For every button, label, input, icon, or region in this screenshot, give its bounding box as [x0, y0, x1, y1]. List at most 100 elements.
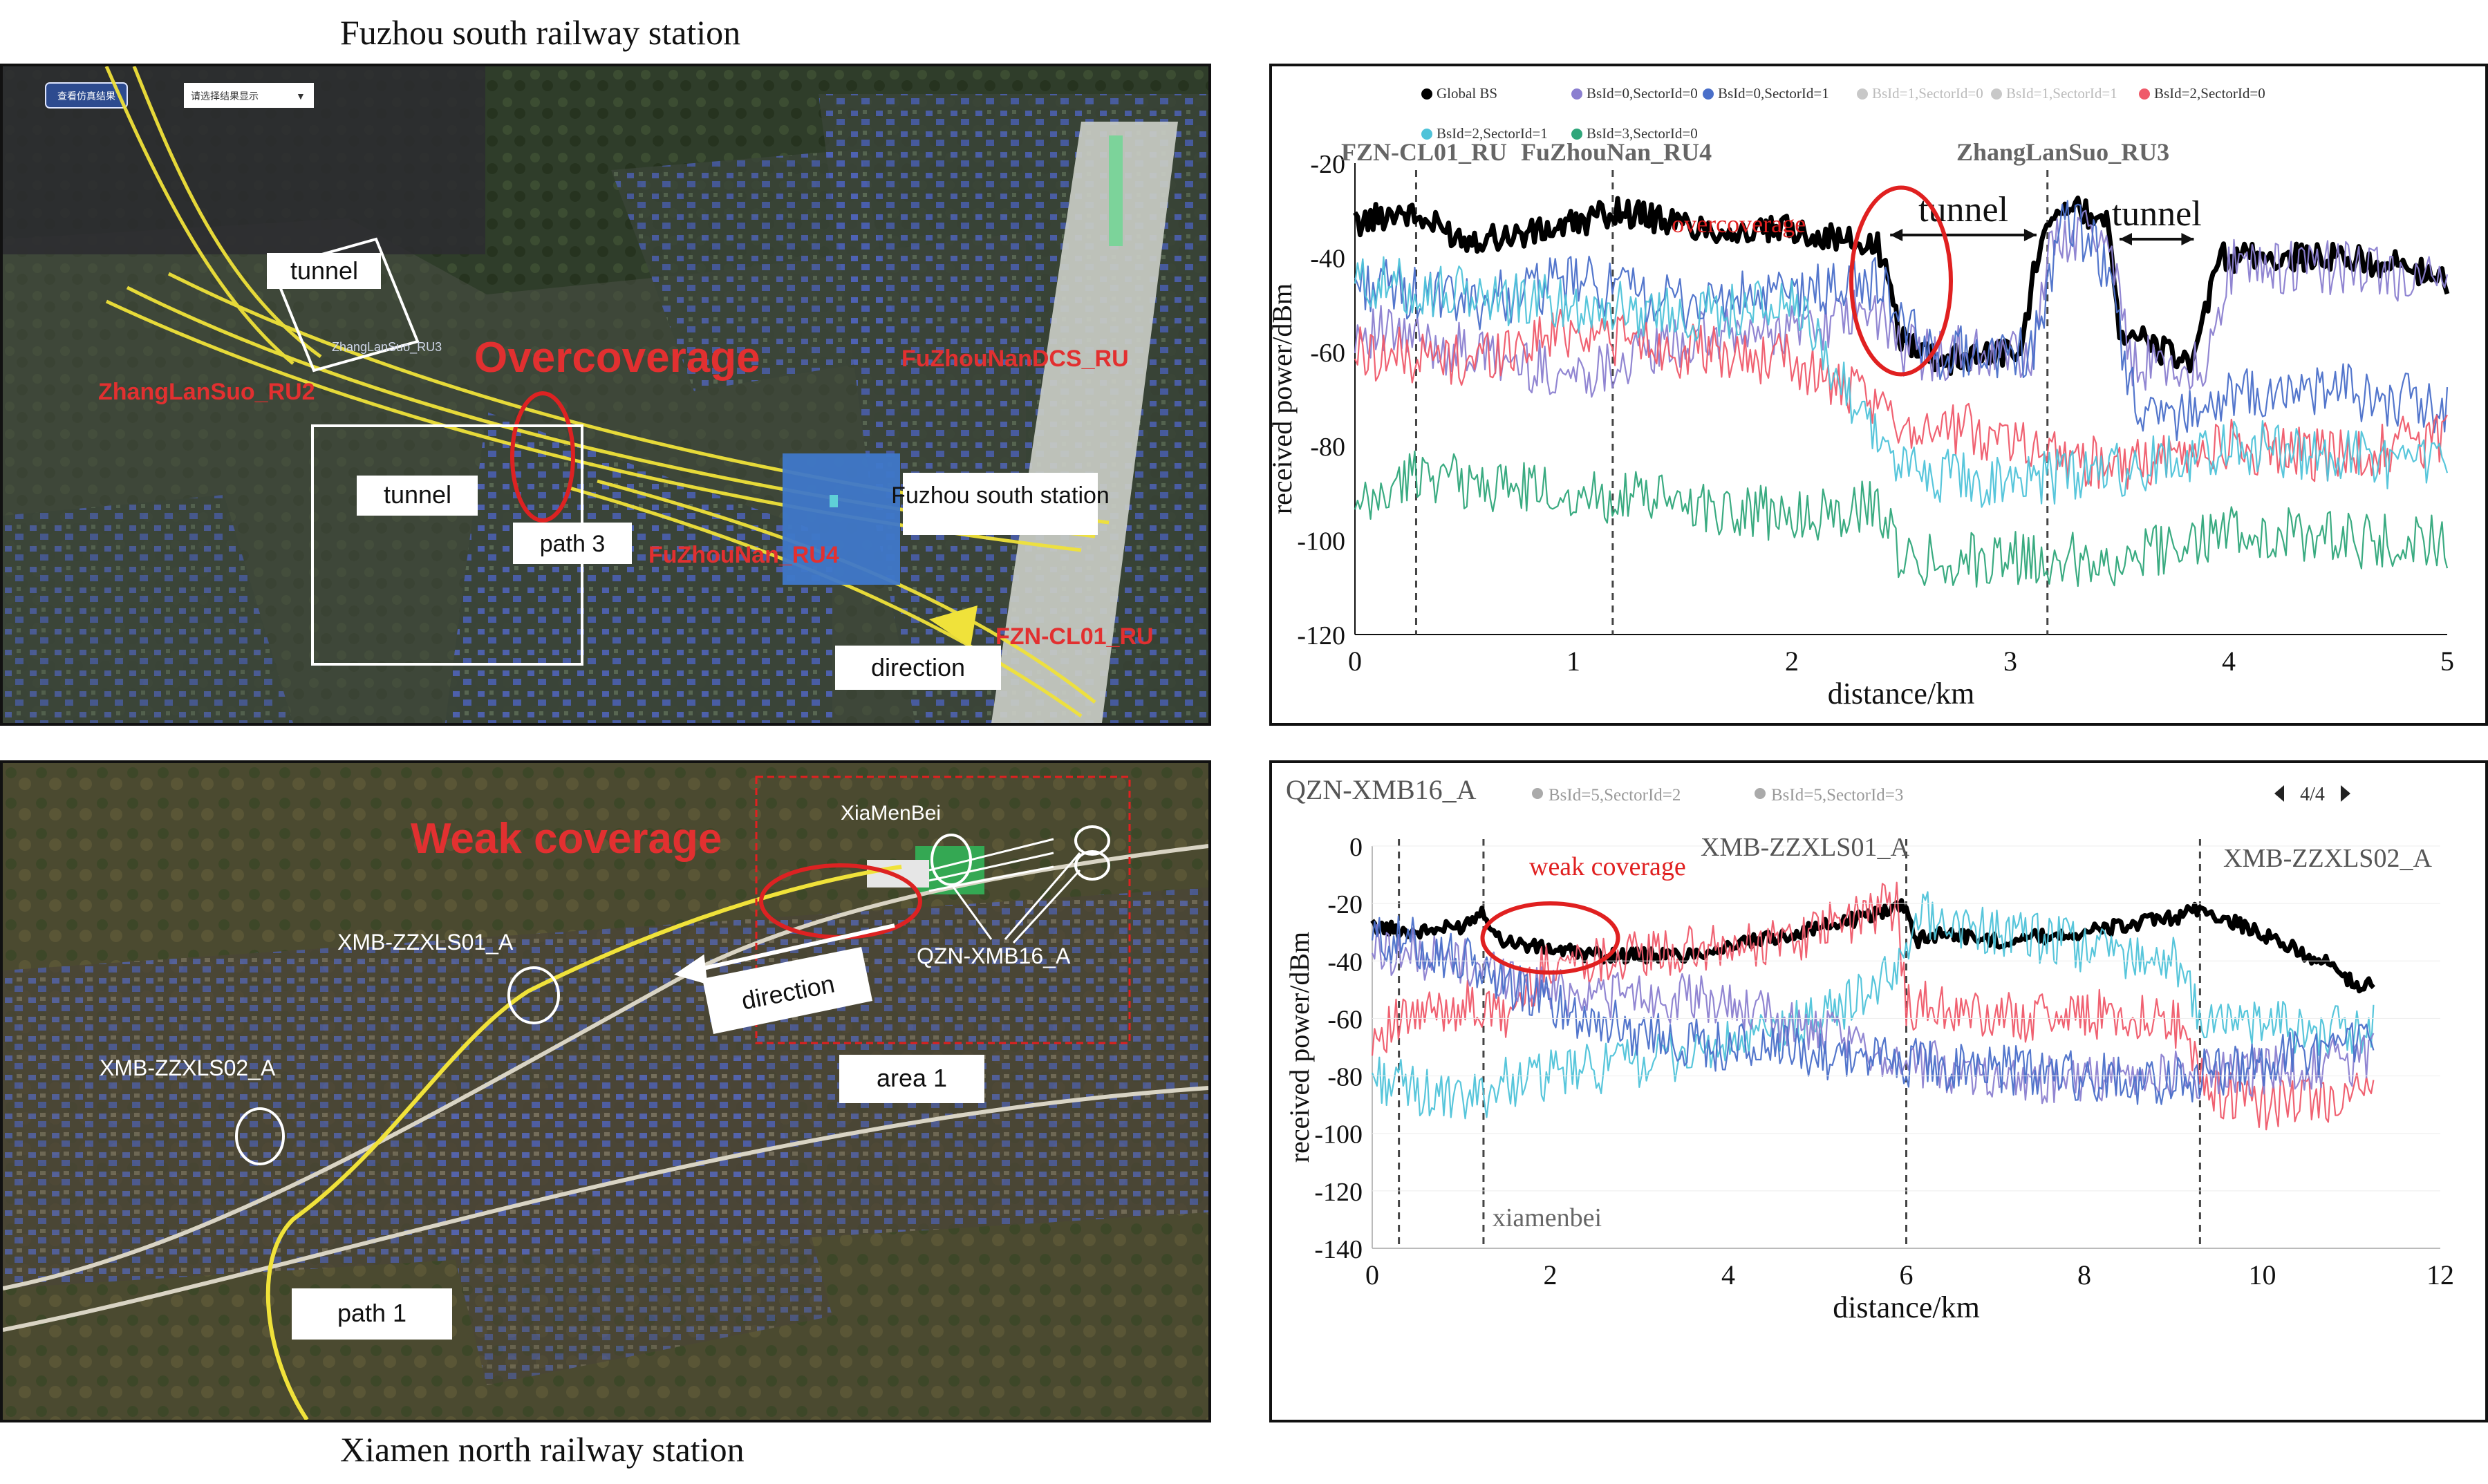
fuzhou-map-panel: 查看仿真结果 请选择结果显示 ▼ tunnel tunnel path 3 Fu…	[0, 64, 1211, 726]
legend-label: BsId=1,SectorId=1	[2006, 85, 2117, 102]
overcoverage-label: Overcoverage	[474, 334, 760, 382]
y-tick-label: -40	[1327, 948, 1363, 977]
y-tick-label: -40	[1310, 244, 1345, 273]
y-tick-label: -100	[1314, 1120, 1363, 1149]
path1-label: path 1	[337, 1299, 406, 1327]
x-tick-label: 12	[2426, 1259, 2454, 1290]
direction-label-fuzhou: direction	[871, 653, 965, 682]
x-tick-label: 5	[2440, 646, 2454, 677]
x-tick-label: 3	[2003, 646, 2017, 677]
x-axis-label: distance/km	[1833, 1290, 1980, 1324]
y-tick-label: -140	[1314, 1235, 1363, 1264]
page-indicator: 4/4	[2300, 784, 2325, 805]
series-line	[1371, 923, 2375, 1105]
ui-result-select[interactable]: 请选择结果显示	[191, 91, 259, 102]
qzn-label: QZN-XMB16_A	[917, 943, 1071, 968]
y-tick-label: -60	[1327, 1005, 1363, 1034]
xmb02-annotation: XMB-ZZXLS02_A	[2223, 844, 2432, 873]
ui-result-button[interactable]: 查看仿真结果	[57, 91, 115, 102]
xmb01-label: XMB-ZZXLS01_A	[337, 930, 514, 955]
series-line	[1371, 915, 2375, 1105]
legend-label: BsId=3,SectorId=0	[1587, 125, 1698, 142]
tunnel-mid-label: tunnel	[384, 480, 451, 509]
tunnel-top-label: tunnel	[290, 256, 358, 285]
next-page-icon	[2341, 785, 2350, 802]
fzn-cl01-label: FZN-CL01_RU	[995, 623, 1154, 650]
x-tick-label: 0	[1365, 1259, 1379, 1290]
chart1-svg: 0 1 2 3 4 5 -20 -40 -60 -80 -100 -120 distance/km rec…	[1272, 85, 2454, 711]
x-tick-label: 6	[1900, 1259, 1914, 1290]
y-tick-label: 0	[1349, 833, 1363, 862]
legend-marker	[1703, 88, 1714, 100]
chart2-panel: 0 2 4 6 8 10 12 0 -20 -40 -60 -80 -100 -120 -140 distan…	[1269, 760, 2488, 1422]
area1-label: area 1	[877, 1064, 947, 1092]
legend-marker	[1421, 88, 1432, 100]
y-tick-label: -120	[1297, 621, 1345, 650]
x-axis-label: distance/km	[1828, 677, 1975, 711]
weak-coverage-annotation: weak coverage	[1529, 852, 1686, 881]
x-tick-label: 4	[1721, 1259, 1735, 1290]
legend-marker	[1571, 129, 1582, 140]
rru-left-label: FZN-CL01_RU	[1341, 138, 1507, 166]
series-line	[1370, 898, 2375, 994]
legend-marker	[1991, 88, 2002, 100]
tunnel-arrow-left	[1890, 229, 1903, 241]
legend-marker	[2139, 88, 2150, 100]
y-axis-label: received power/dBm	[1284, 932, 1315, 1163]
caption-top: Fuzhou south railway station	[340, 13, 741, 52]
tunnel-arrow-left	[2120, 233, 2132, 245]
legend-marker	[1857, 88, 1868, 100]
y-tick-label: -20	[1327, 890, 1363, 919]
x-tick-label: 2	[1544, 1259, 1558, 1290]
legend-marker	[1755, 788, 1766, 799]
path3-label: path 3	[540, 531, 606, 557]
x-tick-label: 1	[1566, 646, 1580, 677]
rru-right-label: ZhangLanSuo_RU3	[1956, 138, 2169, 166]
x-tick-label: 4	[2222, 646, 2236, 677]
legend-label: BsId=2,SectorId=1	[1437, 125, 1548, 142]
legend-label: Global BS	[1437, 85, 1497, 102]
series-line	[1371, 891, 2375, 1120]
series-line	[1354, 308, 2448, 490]
xiamenbei-annotation: xiamenbei	[1493, 1203, 1602, 1232]
chart1-panel: 0 1 2 3 4 5 -20 -40 -60 -80 -100 -120 distance/km rec…	[1269, 64, 2488, 726]
x-tick-label: 10	[2249, 1259, 2276, 1290]
overcoverage-annotation: overcoverage	[1672, 210, 1806, 238]
weak-coverage-label: Weak coverage	[411, 815, 722, 863]
series-line	[1354, 256, 2449, 508]
caption-bottom: Xiamen north railway station	[340, 1430, 745, 1469]
legend-marker	[1571, 88, 1582, 100]
y-tick-label: -80	[1327, 1063, 1363, 1092]
rru-mid-label: FuZhouNan_RU4	[1521, 138, 1712, 166]
xiamen-map-panel: direction area 1 path 1 Weak coverage Xi…	[0, 760, 1211, 1422]
x-tick-label: 8	[2077, 1259, 2091, 1290]
xmb01-annotation: XMB-ZZXLS01_A	[1701, 833, 1909, 862]
y-tick-label: -120	[1314, 1178, 1363, 1207]
series-line	[1354, 450, 2449, 588]
tunnel-arrow-right	[2181, 233, 2194, 245]
weak-coverage-ellipse	[1480, 901, 1620, 975]
legend-label: BsId=1,SectorId=0	[1872, 85, 1983, 102]
legend-label: BsId=2,SectorId=0	[2154, 85, 2265, 102]
series-line	[1354, 200, 2449, 442]
zhanglansuo-ru2-label: ZhangLanSuo_RU2	[98, 379, 315, 405]
y-tick-label: -100	[1297, 527, 1345, 556]
station-label-text: Fuzhou south station	[891, 482, 1110, 509]
y-tick-label: -60	[1310, 339, 1345, 368]
series-line	[1354, 209, 2449, 398]
legend-marker	[1532, 788, 1543, 799]
fuzhou-map-svg: 查看仿真结果 请选择结果显示 ▼ tunnel tunnel path 3 Fu…	[3, 66, 1208, 723]
y-tick-label: -80	[1310, 433, 1345, 462]
overcoverage-ellipse	[1849, 185, 1953, 377]
legend-label: BsId=5,SectorId=3	[1771, 786, 1903, 805]
x-tick-label: 0	[1348, 646, 1362, 677]
tunnel-annotation: tunnel	[2112, 194, 2202, 234]
legend-label: BsId=0,SectorId=1	[1718, 85, 1829, 102]
y-axis-label: received power/dBm	[1272, 283, 1298, 514]
xiamen-map-svg: direction area 1 path 1 Weak coverage Xi…	[3, 763, 1208, 1420]
xiamenbei-label: XiaMenBei	[841, 802, 941, 825]
prev-page-icon	[2274, 785, 2284, 802]
fuzhounan-dcs-label: FuZhouNanDCS_RU	[901, 346, 1129, 372]
tunnel-arrow-right	[2023, 229, 2037, 241]
legend-label: BsId=5,SectorId=2	[1549, 786, 1681, 805]
